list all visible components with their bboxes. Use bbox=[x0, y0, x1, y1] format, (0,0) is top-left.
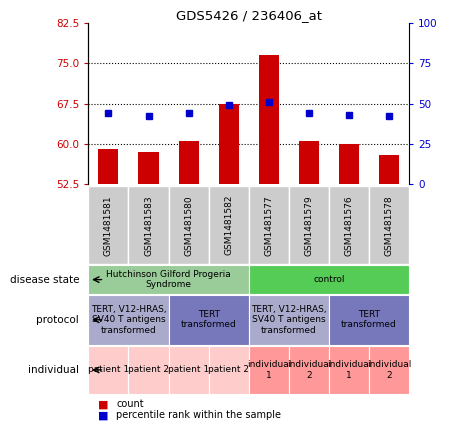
FancyBboxPatch shape bbox=[329, 186, 369, 264]
Text: protocol: protocol bbox=[36, 315, 79, 325]
Bar bbox=[299, 141, 319, 184]
FancyBboxPatch shape bbox=[329, 295, 409, 345]
Bar bbox=[259, 55, 279, 184]
FancyBboxPatch shape bbox=[128, 186, 168, 264]
Text: TERT, V12-HRAS,
SV40 T antigens
transformed: TERT, V12-HRAS, SV40 T antigens transfor… bbox=[91, 305, 166, 335]
FancyBboxPatch shape bbox=[249, 295, 329, 345]
Text: GSM1481578: GSM1481578 bbox=[385, 195, 394, 255]
Bar bbox=[339, 144, 359, 184]
Text: ■: ■ bbox=[98, 410, 108, 420]
Text: GSM1481582: GSM1481582 bbox=[224, 195, 233, 255]
Text: ■: ■ bbox=[98, 399, 108, 409]
FancyBboxPatch shape bbox=[289, 186, 329, 264]
FancyBboxPatch shape bbox=[209, 186, 249, 264]
FancyBboxPatch shape bbox=[88, 295, 168, 345]
Bar bbox=[379, 154, 399, 184]
FancyBboxPatch shape bbox=[128, 346, 168, 394]
FancyBboxPatch shape bbox=[88, 186, 128, 264]
FancyBboxPatch shape bbox=[289, 346, 329, 394]
FancyBboxPatch shape bbox=[369, 186, 409, 264]
Text: patient 2: patient 2 bbox=[128, 365, 169, 374]
FancyBboxPatch shape bbox=[249, 186, 289, 264]
FancyBboxPatch shape bbox=[88, 265, 249, 294]
FancyBboxPatch shape bbox=[209, 346, 249, 394]
Text: patient 1: patient 1 bbox=[88, 365, 129, 374]
Text: GSM1481581: GSM1481581 bbox=[104, 195, 113, 255]
Text: individual
1: individual 1 bbox=[327, 360, 371, 379]
FancyBboxPatch shape bbox=[249, 265, 409, 294]
Text: count: count bbox=[116, 399, 144, 409]
FancyBboxPatch shape bbox=[168, 295, 249, 345]
FancyBboxPatch shape bbox=[168, 186, 209, 264]
Text: individual
2: individual 2 bbox=[367, 360, 412, 379]
FancyBboxPatch shape bbox=[249, 346, 289, 394]
Text: GSM1481577: GSM1481577 bbox=[264, 195, 273, 255]
FancyBboxPatch shape bbox=[88, 346, 128, 394]
Bar bbox=[219, 104, 239, 184]
Text: TERT
transformed: TERT transformed bbox=[341, 310, 397, 330]
Text: percentile rank within the sample: percentile rank within the sample bbox=[116, 410, 281, 420]
Text: patient 2: patient 2 bbox=[208, 365, 249, 374]
Text: control: control bbox=[313, 275, 345, 284]
Bar bbox=[179, 141, 199, 184]
Text: individual
1: individual 1 bbox=[246, 360, 291, 379]
Bar bbox=[99, 149, 119, 184]
Text: patient 1: patient 1 bbox=[168, 365, 209, 374]
FancyBboxPatch shape bbox=[168, 346, 209, 394]
Text: GSM1481580: GSM1481580 bbox=[184, 195, 193, 255]
Text: Hutchinson Gilford Progeria
Syndrome: Hutchinson Gilford Progeria Syndrome bbox=[106, 270, 231, 289]
Text: GSM1481579: GSM1481579 bbox=[305, 195, 313, 255]
Text: TERT, V12-HRAS,
SV40 T antigens
transformed: TERT, V12-HRAS, SV40 T antigens transfor… bbox=[251, 305, 327, 335]
Text: individual
2: individual 2 bbox=[287, 360, 331, 379]
Text: GSM1481576: GSM1481576 bbox=[345, 195, 353, 255]
Text: TERT
transformed: TERT transformed bbox=[181, 310, 237, 330]
FancyBboxPatch shape bbox=[369, 346, 409, 394]
Text: GSM1481583: GSM1481583 bbox=[144, 195, 153, 255]
Bar bbox=[139, 152, 159, 184]
Text: individual: individual bbox=[28, 365, 79, 375]
Text: disease state: disease state bbox=[10, 275, 79, 285]
Title: GDS5426 / 236406_at: GDS5426 / 236406_at bbox=[176, 9, 322, 22]
FancyBboxPatch shape bbox=[329, 346, 369, 394]
